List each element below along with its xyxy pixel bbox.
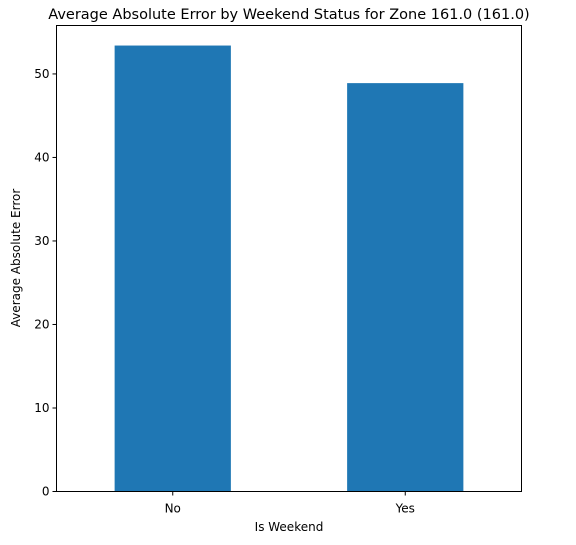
chart-title: Average Absolute Error by Weekend Status… (48, 7, 529, 23)
y-axis-label: Average Absolute Error (9, 189, 23, 328)
bar-no (114, 45, 231, 492)
plot-area-frame (56, 25, 522, 492)
y-tick-label: 20 (34, 317, 49, 331)
x-tick-label: Yes (395, 502, 415, 516)
y-tick-label: 10 (34, 401, 49, 415)
y-tick-label: 40 (34, 150, 49, 164)
x-axis-label: Is Weekend (255, 520, 324, 534)
y-tick-label: 0 (42, 485, 50, 499)
y-tick-label: 30 (34, 234, 49, 248)
y-tick-label: 50 (34, 67, 49, 81)
x-tick-label: No (165, 502, 181, 516)
bar-yes (347, 83, 464, 492)
